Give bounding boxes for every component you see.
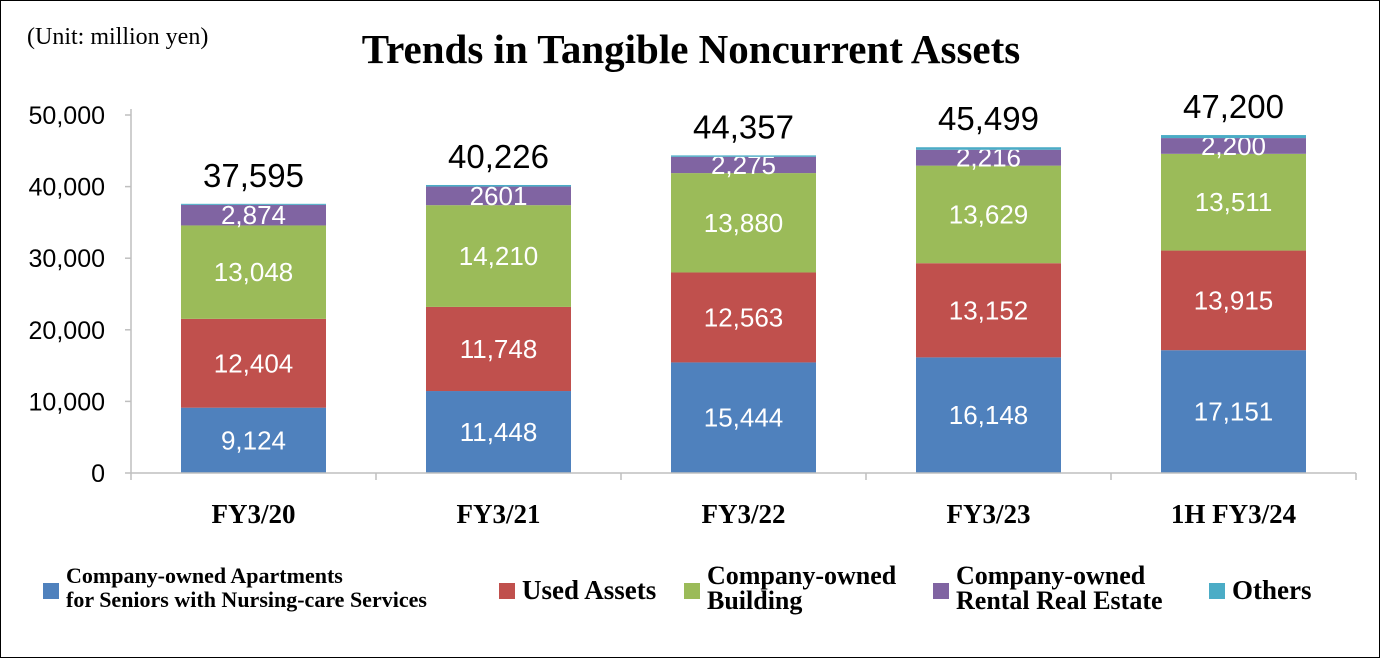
y-tick-label: 20,000 (29, 317, 105, 345)
data-label: 14,210 (459, 241, 539, 271)
x-tick-label: FY3/20 (212, 499, 296, 529)
bar-segment (916, 357, 1061, 473)
legend-label: Rental Real Estate (956, 586, 1163, 615)
total-label: 45,499 (938, 100, 1039, 137)
bar-segment (181, 203, 326, 205)
bar-segment (426, 186, 571, 206)
data-label: 2,874 (221, 200, 286, 230)
bar-segment (426, 306, 571, 392)
bar-segment (916, 263, 1061, 358)
bars: 9,124 12,404 13,048 2,874 37,595 11,448 11,748… (181, 88, 1306, 473)
data-label: 13,915 (1194, 285, 1274, 315)
x-tick-label: 1H FY3/24 (1171, 499, 1296, 529)
data-label: 13,511 (1195, 187, 1273, 217)
bar-segment (1161, 135, 1306, 139)
unit-label: (Unit: million yen) (27, 24, 208, 50)
data-label: 9,124 (221, 425, 286, 455)
bar-segment (671, 272, 816, 363)
legend-swatch (43, 583, 59, 599)
data-label: 13,152 (949, 295, 1029, 325)
total-label: 44,357 (693, 108, 794, 145)
legend-label: for Seniors with Nursing-care Services (66, 587, 427, 612)
bar-segment (671, 156, 816, 174)
bar-segment (181, 225, 326, 319)
legend-label: Company-owned (956, 561, 1146, 590)
x-tick-label: FY3/22 (702, 499, 786, 529)
data-label: 16,148 (949, 400, 1029, 430)
legend-item: Others (1209, 575, 1311, 605)
x-tick-label: FY3/21 (457, 499, 541, 529)
data-label: 13,880 (704, 208, 784, 238)
total-label: 40,226 (448, 138, 549, 175)
bar-segment (1161, 138, 1306, 154)
y-tick-label: 50,000 (29, 102, 105, 130)
data-label: 12,563 (704, 302, 784, 332)
total-label: 37,595 (203, 157, 304, 194)
legend-swatch (1209, 583, 1225, 599)
legend-label: Used Assets (522, 575, 656, 605)
y-axis: 0 10,000 20,000 30,000 40,000 50,000 (29, 102, 132, 488)
bar-segment (426, 205, 571, 307)
data-label: 13,629 (949, 199, 1029, 229)
bar-segment (671, 155, 816, 157)
bar-segment (916, 149, 1061, 166)
legend-swatch (933, 583, 949, 599)
y-tick-label: 0 (91, 460, 105, 488)
y-tick-label: 10,000 (29, 388, 105, 416)
x-tick-label: FY3/23 (947, 499, 1031, 529)
legend-item: Used Assets (499, 575, 656, 605)
legend-label: Company-owned (707, 561, 897, 590)
data-label: 17,151 (1194, 397, 1274, 427)
data-label: 2,216 (956, 143, 1021, 173)
y-tick-label: 30,000 (29, 245, 105, 273)
bar-segment (1161, 350, 1306, 473)
chart-title: Trends in Tangible Noncurrent Assets (362, 26, 1020, 72)
x-axis: FY3/20 FY3/21 FY3/22 FY3/23 1H FY3/24 (130, 472, 1357, 529)
bar-segment (916, 147, 1061, 150)
data-label: 11,748 (460, 334, 538, 364)
data-label: 2,275 (711, 150, 776, 180)
data-label: 11,448 (460, 417, 538, 447)
bar-segment (916, 165, 1061, 264)
legend-label: Building (707, 586, 802, 615)
total-label: 47,200 (1183, 88, 1284, 125)
bar-segment (181, 318, 326, 408)
legend-label: Company-owned Apartments (66, 563, 343, 588)
bar-segment (1161, 250, 1306, 351)
data-label: 15,444 (704, 403, 784, 433)
bar-segment (1161, 153, 1306, 251)
bar-segment (181, 204, 326, 226)
bar-segment (426, 184, 571, 187)
legend-swatch (684, 583, 700, 599)
bar-segment (671, 362, 816, 473)
bar-segment (671, 173, 816, 273)
data-label: 13,048 (214, 257, 294, 287)
legend-swatch (499, 583, 515, 599)
bar-segment (426, 391, 571, 473)
legend-label: Others (1232, 575, 1311, 605)
y-tick-label: 40,000 (29, 174, 105, 202)
data-label: 12,404 (214, 348, 294, 378)
bar-segment (181, 407, 326, 473)
